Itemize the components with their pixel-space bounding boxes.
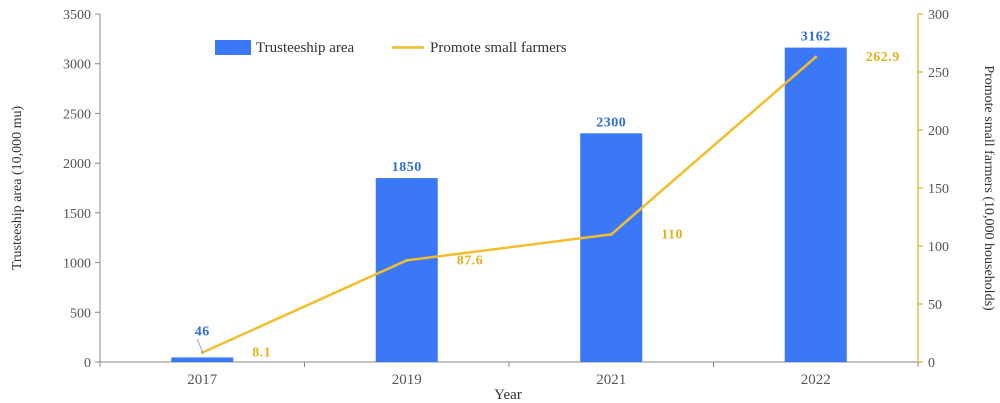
right-axis-tick-label: 300 — [928, 8, 949, 23]
line-data-label: 262.9 — [866, 50, 900, 65]
right-axis-tick-label: 50 — [928, 298, 942, 313]
right-axis-tick-label: 250 — [928, 66, 949, 81]
bar — [784, 47, 847, 362]
left-axis-tick-label: 1500 — [63, 207, 91, 222]
right-axis-title: Promote small farmers (10,000 households… — [981, 65, 996, 311]
legend-line-label: Promote small farmers — [430, 40, 567, 56]
line-series-path — [201, 56, 817, 354]
bar-data-label: 3162 — [801, 30, 831, 45]
bar-label-leader — [196, 339, 204, 354]
left-axis-tick-label: 3000 — [63, 58, 91, 73]
x-axis-tick-label: 2021 — [596, 372, 626, 388]
bar — [171, 357, 234, 362]
left-axis-tick-label: 500 — [70, 306, 91, 321]
x-axis-tick-label: 2022 — [801, 372, 831, 388]
right-axis-tick-label: 200 — [928, 124, 949, 139]
left-axis-tick-label: 0 — [84, 356, 91, 371]
right-axis-tick-label: 150 — [928, 182, 949, 197]
bar-data-label: 46 — [195, 324, 210, 339]
x-axis-tick-label: 2017 — [187, 372, 218, 388]
axes: 0 500 1000 1500 2000 2500 3000 3500 0 50 100 150 200… — [63, 8, 949, 388]
left-axis-title: Trusteeship area (10,000 mu) — [10, 105, 25, 270]
line-point — [609, 232, 613, 236]
data-labels: 46 1850 2300 3162 8.1 87.6 110 262.9 — [195, 30, 900, 361]
bars — [171, 47, 847, 362]
line-point — [405, 258, 409, 262]
left-axis-tick-label: 3500 — [63, 8, 91, 23]
legend: Trusteeship area Promote small farmers — [215, 40, 567, 56]
x-axis-title: Year — [494, 387, 522, 403]
line-series — [200, 55, 818, 355]
right-axis-tick-label: 100 — [928, 240, 949, 255]
legend-bar-swatch — [215, 40, 251, 55]
line-data-label: 110 — [661, 227, 683, 242]
right-axis-tick-label: 0 — [928, 356, 935, 371]
legend-bar-label: Trusteeship area — [256, 40, 355, 56]
line-data-label: 87.6 — [457, 253, 484, 268]
line-data-label: 8.1 — [252, 346, 271, 361]
left-axis-tick-label: 2000 — [63, 157, 91, 172]
left-axis-tick-label: 2500 — [63, 107, 91, 122]
x-axis-tick-label: 2019 — [392, 372, 422, 388]
bar-data-label: 1850 — [392, 160, 422, 175]
left-axis-tick-label: 1000 — [63, 257, 91, 272]
bar-data-label: 2300 — [596, 115, 626, 130]
bar — [580, 133, 643, 362]
line-point — [814, 55, 818, 59]
